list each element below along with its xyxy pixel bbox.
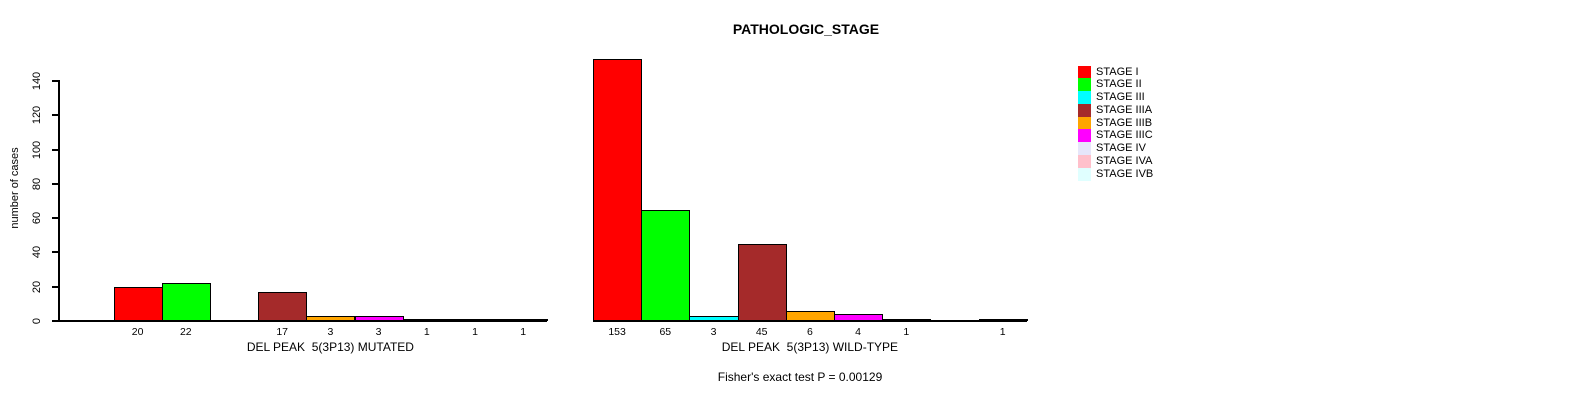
bar-value-label: 1 <box>520 326 527 338</box>
legend-swatch <box>1078 103 1091 117</box>
bar-value-label: 6 <box>806 326 813 338</box>
bar-stage-iv <box>882 319 932 321</box>
legend-swatch <box>1078 116 1091 130</box>
legend-item: STAGE IVA <box>1078 154 1153 168</box>
legend-item: STAGE II <box>1078 78 1142 92</box>
legend-label: STAGE IV <box>1096 142 1146 155</box>
bar-value-label: 4 <box>855 326 862 338</box>
bar-value-label: 3 <box>375 326 382 338</box>
bar-value-label: 17 <box>276 326 289 338</box>
group-xaxis-label: DEL PEAK 5(3P13) WILD-TYPE <box>721 340 899 354</box>
legend-swatch <box>1078 91 1091 105</box>
y-axis-tick <box>52 114 60 117</box>
bar-stage-i <box>593 58 643 321</box>
legend-label: STAGE IVB <box>1096 167 1154 180</box>
bar-value-label: 3 <box>710 326 717 338</box>
y-tick-label: 100 <box>31 140 43 159</box>
legend-label: STAGE IIIA <box>1096 103 1153 116</box>
legend-swatch <box>1078 154 1091 168</box>
legend-swatch <box>1078 129 1091 143</box>
legend-label: STAGE I <box>1096 65 1139 78</box>
y-axis-tick <box>52 148 60 151</box>
fisher-test-note: Fisher's exact test P = 0.00129 <box>717 370 883 384</box>
y-tick-label: 140 <box>31 71 43 91</box>
group-xaxis-label: DEL PEAK 5(3P13) MUTATED <box>246 340 414 354</box>
bar-value-label: 65 <box>659 326 672 338</box>
bar-stage-iiib <box>306 315 356 321</box>
legend-item: STAGE IIIC <box>1078 129 1153 143</box>
bar-value-label: 153 <box>608 326 626 338</box>
y-axis-line <box>58 80 60 322</box>
legend-swatch <box>1078 167 1091 181</box>
bar-stage-i <box>113 286 163 321</box>
bar-value-label: 1 <box>423 326 430 338</box>
bar-stage-iii <box>689 315 739 321</box>
y-tick-label: 120 <box>31 106 43 125</box>
bar-value-label: 3 <box>327 326 334 338</box>
y-axis-label: number of cases <box>9 147 21 229</box>
bar-value-label: 1 <box>472 326 478 338</box>
y-tick-label: 20 <box>31 280 43 293</box>
bar-stage-ivb <box>499 319 549 321</box>
y-axis-tick <box>52 80 60 82</box>
y-tick-label: 0 <box>31 317 43 325</box>
chart-title: PATHOLOGIC_STAGE <box>732 21 880 37</box>
legend-swatch <box>1078 142 1091 156</box>
y-tick-label: 60 <box>31 212 43 225</box>
bar-value-label: 45 <box>755 326 768 338</box>
legend-item: STAGE IIIB <box>1078 116 1153 130</box>
x-baseline <box>593 320 1027 322</box>
bar-stage-ii <box>161 283 211 321</box>
bar-stage-ivb <box>978 319 1028 321</box>
bar-value-label: 1 <box>999 326 1006 338</box>
y-axis-tick <box>52 217 60 220</box>
y-axis-tick <box>52 251 60 254</box>
bar-stage-iv <box>402 319 452 321</box>
bar-stage-iiic <box>354 315 404 321</box>
legend-label: STAGE IVA <box>1096 154 1153 167</box>
legend-item: STAGE III <box>1078 91 1145 105</box>
legend-label: STAGE IIIC <box>1096 129 1153 142</box>
legend-label: STAGE III <box>1096 91 1145 104</box>
legend-label: STAGE IIIB <box>1096 116 1153 129</box>
bar-value-label: 22 <box>179 326 192 338</box>
y-axis-tick <box>52 285 60 288</box>
legend-label: STAGE II <box>1096 78 1142 91</box>
y-axis-tick <box>52 320 60 322</box>
bar-value-label: 20 <box>131 326 144 338</box>
bar-stage-iiib <box>785 310 835 321</box>
bar-stage-iiic <box>834 314 884 321</box>
y-tick-label: 80 <box>31 177 43 190</box>
legend-swatch <box>1078 65 1091 79</box>
y-axis-tick <box>52 182 60 185</box>
legend-item: STAGE IV <box>1078 142 1146 156</box>
legend-swatch <box>1078 78 1091 92</box>
bar-stage-iiia <box>258 291 308 321</box>
bar-stage-ii <box>641 209 691 321</box>
bar-stage-iiia <box>737 243 787 321</box>
legend-item: STAGE IVB <box>1078 167 1154 181</box>
bar-value-label: 1 <box>903 326 910 338</box>
legend-item: STAGE IIIA <box>1078 103 1153 117</box>
legend-item: STAGE I <box>1078 65 1139 79</box>
x-baseline <box>59 320 548 322</box>
bar-stage-iva <box>450 319 501 321</box>
y-tick-label: 40 <box>31 246 43 259</box>
